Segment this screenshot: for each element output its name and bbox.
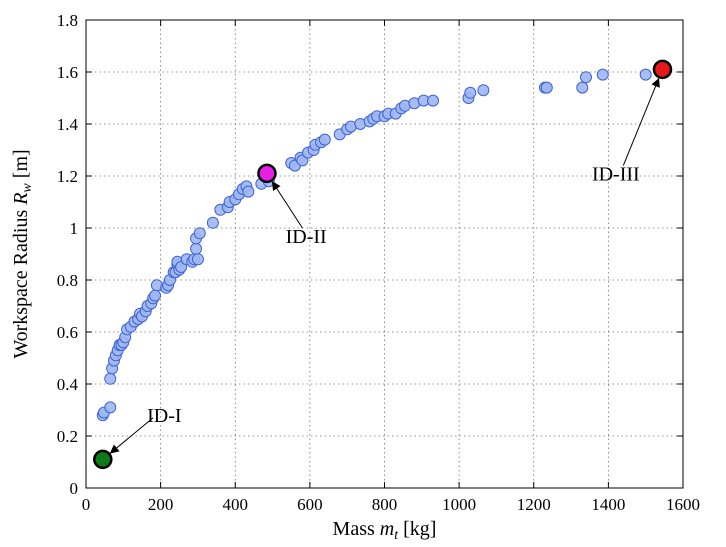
x-tick-label: 1600 [666, 495, 700, 514]
x-tick-label: 1000 [442, 495, 476, 514]
y-tick-label: 0.8 [57, 271, 78, 290]
x-tick-label: 1400 [591, 495, 625, 514]
data-point [193, 227, 206, 240]
y-tick-label: 0.6 [57, 323, 78, 342]
grid [86, 20, 683, 488]
y-tick-label: 1.8 [57, 11, 78, 30]
highlighted-point [257, 163, 277, 184]
y-tick-label: 1.2 [57, 167, 78, 186]
highlighted-point [93, 449, 113, 470]
y-tick-label: 0 [70, 479, 79, 498]
data-point [639, 68, 652, 81]
annotation-label: ID-I [147, 405, 181, 427]
annotation-label: ID-II [286, 226, 327, 248]
data-point [596, 68, 609, 81]
data-points [96, 68, 652, 422]
data-point [104, 401, 117, 414]
annotation-arrow [109, 417, 154, 454]
x-tick-label: 200 [148, 495, 174, 514]
annotations: ID-I ID-II ID-III [93, 59, 673, 470]
annotation-arrow [271, 181, 303, 229]
y-tick-label: 0.2 [57, 427, 78, 446]
x-tick-label: 600 [297, 495, 323, 514]
data-point [477, 84, 490, 97]
x-tick-label: 1200 [517, 495, 551, 514]
y-tick-label: 1.4 [57, 115, 79, 134]
y-tick-label: 1 [70, 219, 79, 238]
x-tick-label: 400 [223, 495, 249, 514]
data-point [206, 216, 219, 229]
highlighted-point [652, 59, 673, 80]
x-tick-label: 800 [372, 495, 398, 514]
data-point [191, 253, 204, 266]
data-point [190, 242, 203, 255]
annotation-label: ID-III [592, 163, 640, 185]
data-point [427, 94, 440, 107]
data-point [579, 71, 592, 84]
y-tick-label: 1.6 [57, 63, 78, 82]
annotation-arrow [622, 77, 660, 166]
y-tick-label: 0.4 [57, 375, 79, 394]
data-point [149, 289, 162, 302]
data-point [540, 81, 553, 94]
y-axis-label: Workspace Radius Rw [m] [10, 149, 35, 358]
x-axis-label: Mass mt [kg] [333, 518, 437, 543]
axis-ticks: 0 200 400 600 800 1000 1200 1400 1600 0 0.2 0.4 0.6 0… [57, 11, 700, 514]
data-point [242, 185, 255, 198]
data-point [576, 81, 589, 94]
x-tick-label: 0 [82, 495, 91, 514]
data-point [318, 133, 331, 146]
data-point [464, 86, 477, 99]
data-point [104, 372, 117, 385]
